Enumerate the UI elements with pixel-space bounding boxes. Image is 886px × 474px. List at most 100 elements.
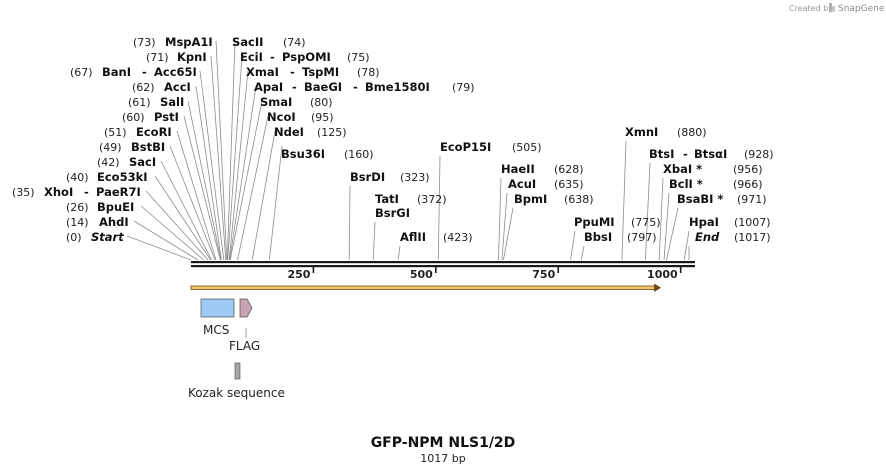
site-end-label: End [695,230,720,244]
site-bpuei-pos: (26) [66,201,89,214]
site-bpmi-pos: (638) [564,193,594,206]
site-hpai-pos: (1007) [734,216,771,229]
cut-site-labels: (0) Start (14) AhdI (26) BpuEI (35) XhoI… [12,35,774,244]
site-ecop15i-pos: (505) [512,141,542,154]
site-ndei-label: NdeI [274,125,304,139]
site-bbsi-label: BbsI [584,230,612,244]
site-bsrgi-label: BsrGI [375,206,410,220]
site-start-label: Start [91,230,124,244]
leader-line-saci [160,160,212,261]
leader-line-sali [187,100,222,261]
mcs-feature-box[interactable] [200,298,235,318]
site-xmai-label: XmaI [246,65,279,79]
leader-line-ndei [251,130,276,261]
site-bcli-label: BclI * [669,177,703,191]
site-btsi-sep: - [683,147,688,161]
leader-line-bani [199,70,225,261]
site-sali-label: SalI [160,95,184,109]
kozak-feature-box[interactable] [234,362,241,380]
site-xbai-label: XbaI * [663,162,702,176]
orf-arrowhead-icon [654,283,662,292]
leader-line-bbsi [580,245,585,261]
site-tati-label: TatI [375,192,399,206]
site-bani-pos: (67) [70,66,93,79]
credit-prefix: Created by [789,4,833,13]
leader-line-haeii [498,177,502,261]
site-psti-pos: (60) [122,111,145,124]
site-ecori-label: EcoRI [136,125,172,139]
leader-line-btsi [645,162,651,261]
site-bsu36i-label: Bsu36I [281,147,325,161]
site-paer7i-label: PaeR7I [96,185,141,199]
leader-line-apai [229,85,257,261]
site-apai-pos: (79) [452,81,475,94]
site-ahdi-label: AhdI [99,215,129,229]
leader-line-acui [501,192,508,261]
site-tspmi-label: TspMI [302,65,339,79]
site-sali-pos: (61) [128,96,151,109]
site-bani-label: BanI [102,65,131,79]
map-title: GFP-NPM NLS1/2D [371,435,516,451]
backbone-top-strand [191,261,695,264]
snapgene-credit: Created by SnapGene [789,3,885,14]
site-aflii-label: AflII [400,230,426,244]
site-bsrdi-label: BsrDI [350,170,385,184]
leader-line-kpni [210,55,227,261]
leader-line-ahdi [133,220,199,261]
site-bcli-pos: (966) [733,178,763,191]
site-aflii-pos: (423) [443,231,473,244]
site-eco53ki-pos: (40) [66,171,89,184]
site-saci-pos: (42) [97,156,120,169]
leader-line-acci [195,85,222,261]
leader-line-xmai [228,70,249,261]
site-bsu36i-pos: (160) [344,148,374,161]
ruler-ticks: 250 500 750 1000 [287,266,682,281]
map-length: 1017 bp [420,452,465,465]
site-bstbi-pos: (49) [99,141,122,154]
site-apai-label: ApaI [254,80,283,94]
leader-line-aflii [397,245,401,261]
site-ppumi-label: PpuMI [574,215,615,229]
orf-bar[interactable] [190,285,656,290]
backbone-bottom-strand [191,265,695,268]
site-ahdi-pos: (14) [66,216,89,229]
site-bstbi-label: BstBI [131,140,165,154]
site-acc65i-label: Acc65I [154,65,197,79]
site-bsrdi-pos: (323) [400,171,430,184]
tick-250-label: 250 [287,268,310,281]
site-smai-label: SmaI [260,95,292,109]
credit-brand: SnapGene [838,4,885,14]
leader-line-hpai [683,230,690,261]
site-tati-pos: (372) [417,193,447,206]
site-btsi-label: BtsI [649,147,674,161]
site-bpmi-label: BpmI [514,192,547,206]
leader-line-ecii [227,55,243,261]
site-bbsi-pos: (797) [627,231,657,244]
leader-line-bstbi [169,145,216,261]
site-kpni-label: KpnI [177,50,207,64]
flag-feature-arrow[interactable] [239,298,253,318]
site-acui-pos: (635) [554,178,584,191]
leader-line-psti [183,115,221,261]
orf-arrow[interactable] [190,283,662,293]
site-ndei-pos: (125) [317,126,347,139]
site-bme1580i-label: Bme1580I [365,80,430,94]
tick-1000-label: 1000 [647,268,678,281]
site-ecop15i-label: EcoP15I [440,140,491,154]
site-xhoi-label: XhoI [44,185,73,199]
leader-line-sacii [226,40,236,261]
site-ncoi-label: NcoI [267,110,296,124]
leader-line-xhoi [145,190,209,261]
site-xmai-pos: (78) [357,66,380,79]
leader-line-bpmi [503,207,514,261]
leader-line-xmni [621,140,627,261]
sequence-backbone [191,261,695,268]
leader-line-bpuei [140,205,204,261]
cut-site-leader-lines [126,40,690,261]
site-bsabi-pos: (971) [737,193,767,206]
site-eco53ki-label: Eco53kI [97,170,148,184]
site-haeii-label: HaeII [501,162,535,176]
site-acui-label: AcuI [508,177,536,191]
leader-line-ecori [176,130,217,261]
site-hpai-label: HpaI [689,215,719,229]
